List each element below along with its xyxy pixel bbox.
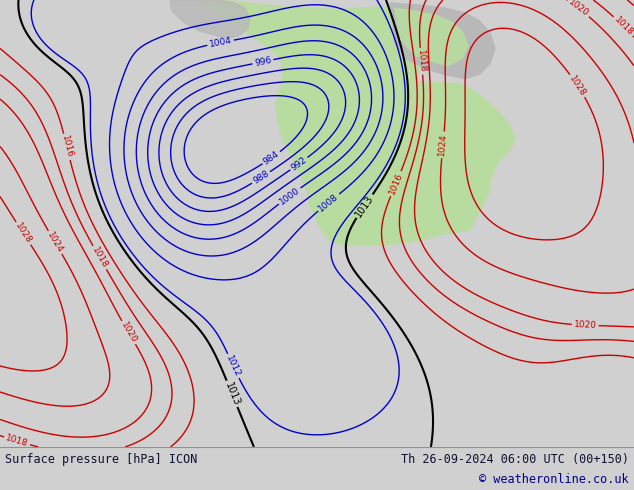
Text: © weatheronline.co.uk: © weatheronline.co.uk [479,473,629,487]
Text: 996: 996 [254,55,272,68]
Text: 1016: 1016 [387,172,404,196]
Text: 1018: 1018 [416,49,427,73]
Text: 1013: 1013 [353,193,375,219]
Text: 1000: 1000 [278,185,302,206]
Text: 1024: 1024 [437,133,448,157]
Text: 984: 984 [262,149,281,167]
Text: 1028: 1028 [13,221,34,245]
Text: 1018: 1018 [90,245,109,270]
Text: Th 26-09-2024 06:00 UTC (00+150): Th 26-09-2024 06:00 UTC (00+150) [401,453,629,466]
Polygon shape [200,0,515,245]
Text: 1008: 1008 [317,192,340,213]
Text: 1012: 1012 [224,354,242,378]
Text: 992: 992 [289,155,309,172]
Text: 1024: 1024 [46,230,65,254]
Text: 1028: 1028 [567,74,588,98]
Text: 1018: 1018 [612,15,634,38]
Text: 1018: 1018 [4,434,29,449]
Text: 1013: 1013 [223,381,242,407]
Text: 1020: 1020 [119,320,138,345]
Text: 1016: 1016 [60,135,74,159]
Polygon shape [170,0,250,38]
Text: 1020: 1020 [567,0,590,19]
Polygon shape [395,8,468,66]
Text: Surface pressure [hPa] ICON: Surface pressure [hPa] ICON [5,453,197,466]
Text: 1020: 1020 [574,320,597,330]
Text: 1004: 1004 [209,36,233,49]
Text: 988: 988 [251,169,271,186]
Polygon shape [390,3,495,79]
